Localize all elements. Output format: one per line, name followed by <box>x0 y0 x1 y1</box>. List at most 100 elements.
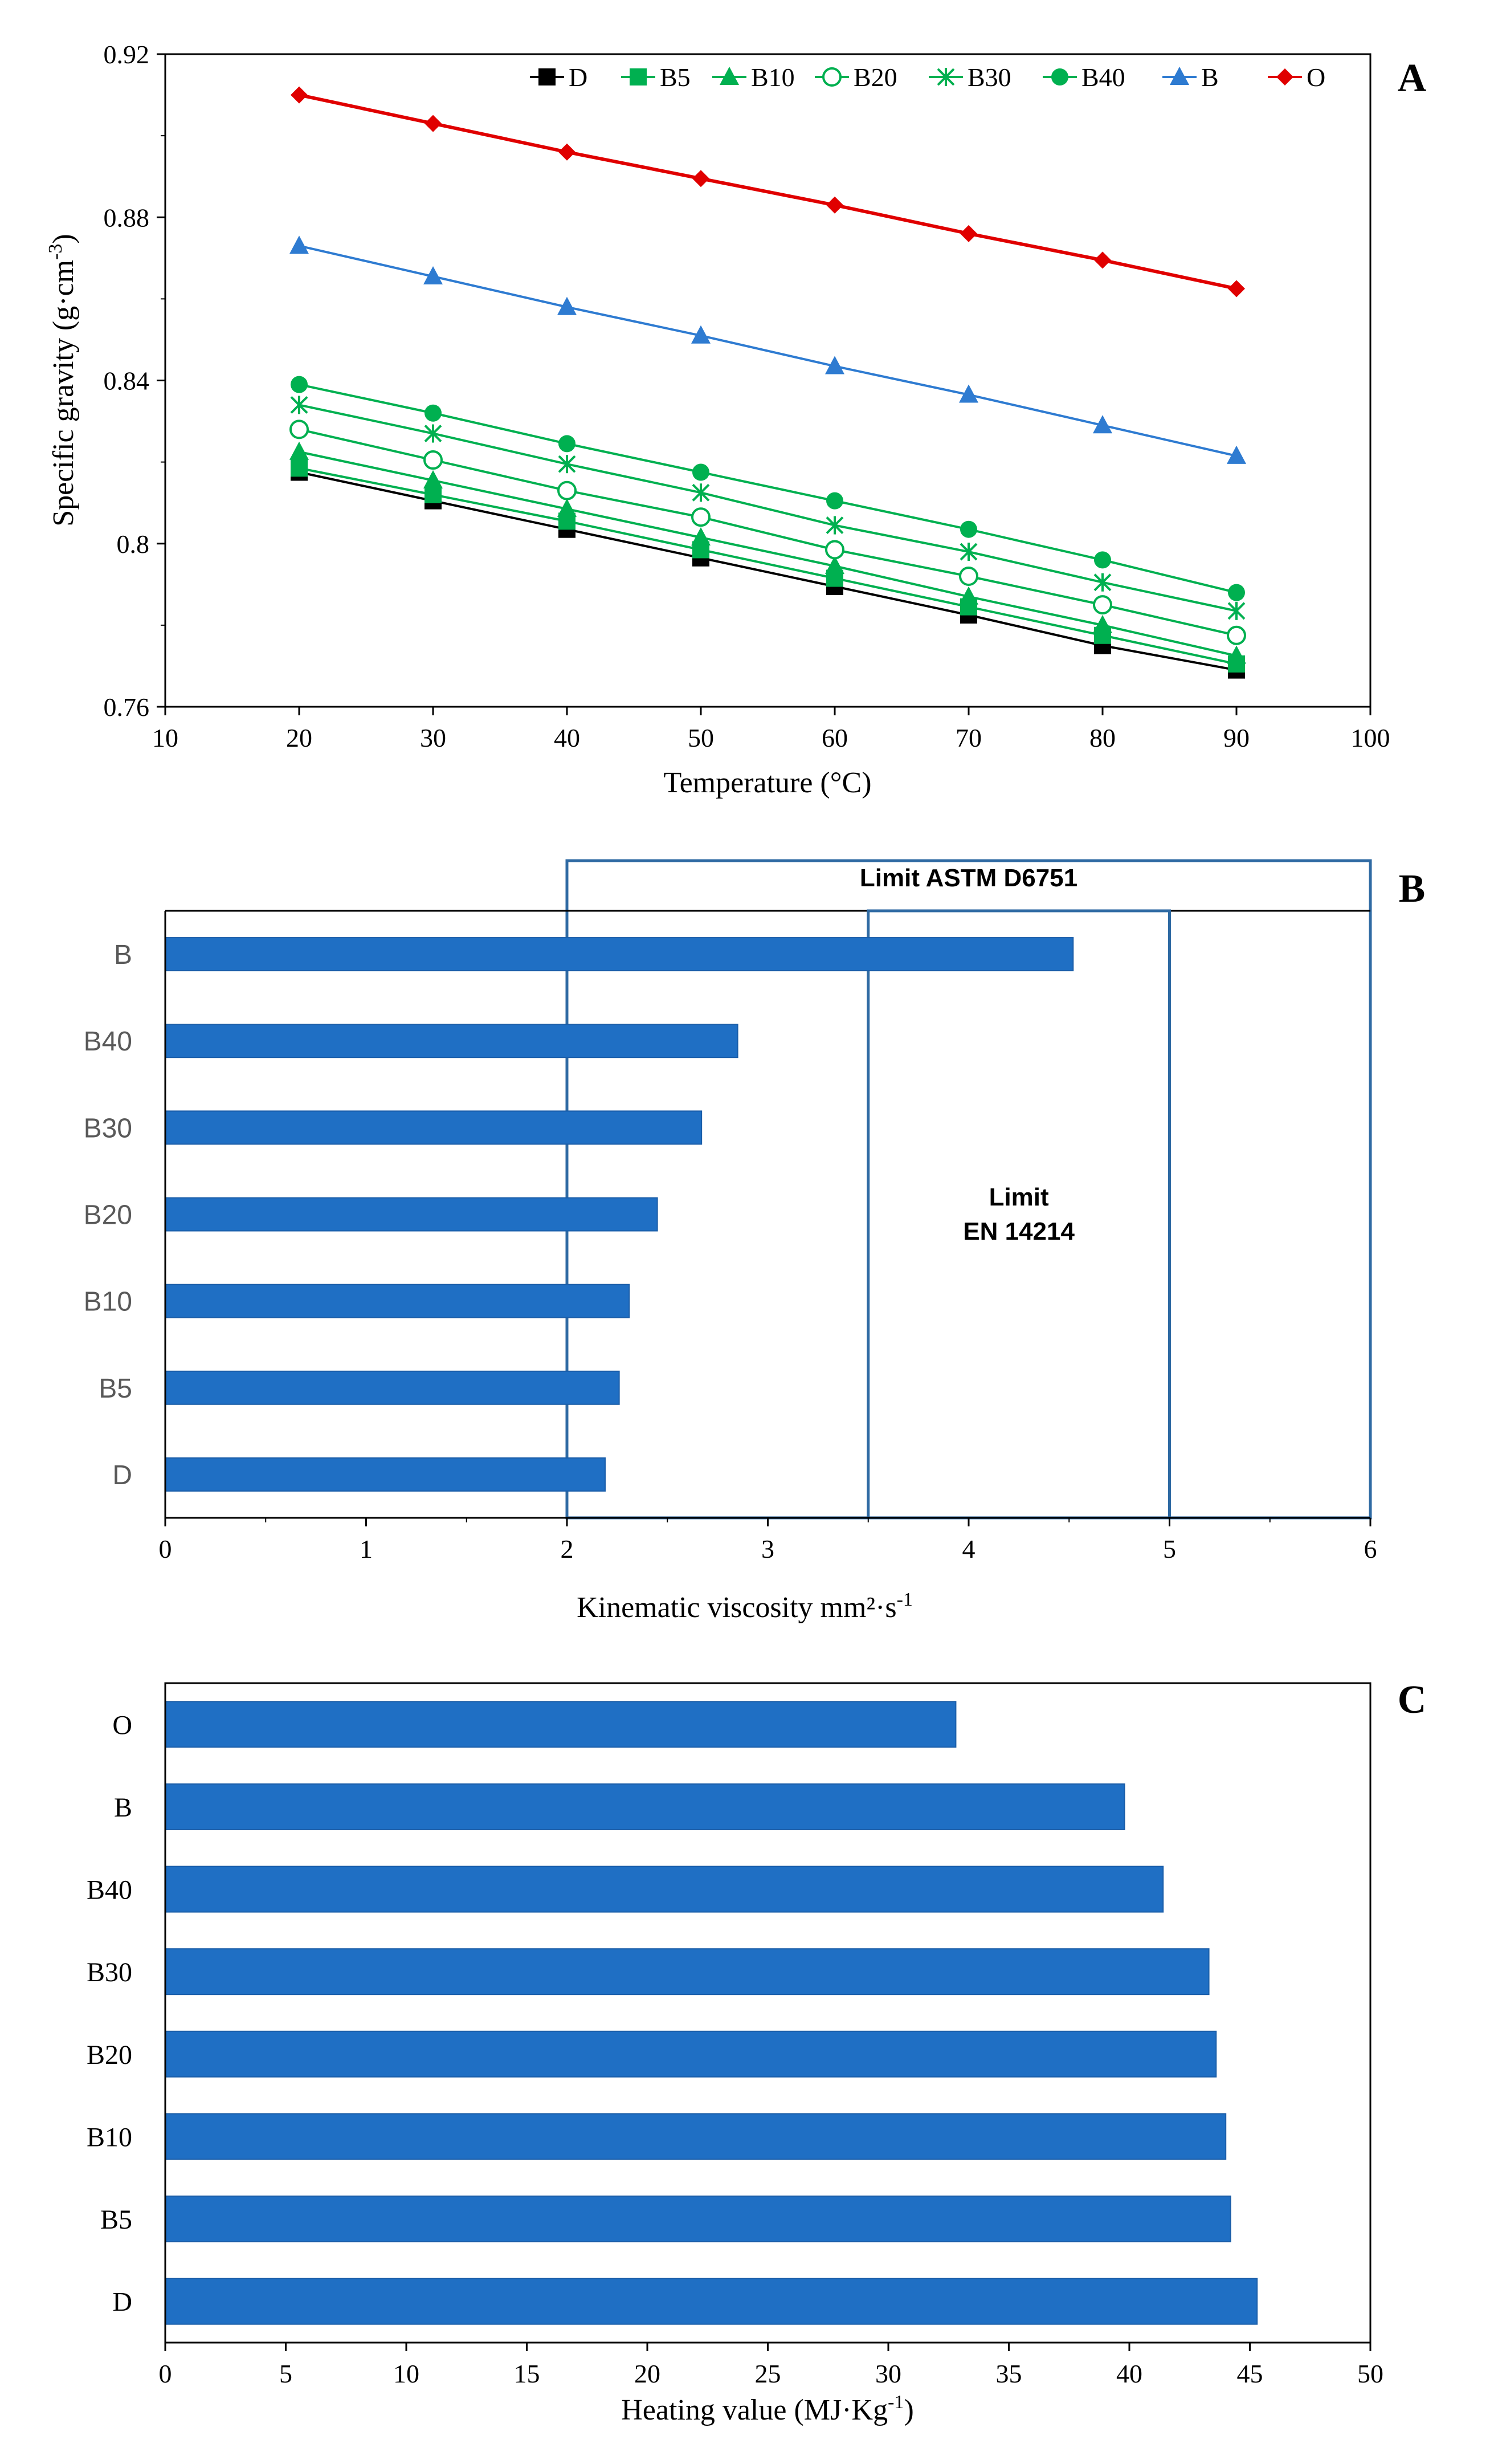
panel-a-axes: 10 20 30 40 50 60 70 80 90 100 0.76 0.8 0.84 0.88 0.92 <box>104 40 1390 752</box>
series-point-o <box>424 115 442 132</box>
series-point-b5 <box>424 486 442 503</box>
legend-marker-b10 <box>720 67 739 85</box>
series-point-b <box>1093 415 1112 434</box>
series-point-b10 <box>289 441 309 460</box>
series-point-b30 <box>290 396 308 414</box>
panel-a-xtick-label: 10 <box>152 723 178 752</box>
panel-b-category-label: B30 <box>84 1113 132 1143</box>
series-point-b <box>825 356 844 374</box>
panel-c-xtick-label: 35 <box>996 2359 1022 2388</box>
series-point-b20 <box>959 567 978 586</box>
panel-b-xlabel-main: Kinematic viscosity mm²·s <box>577 1591 897 1624</box>
panel-a-ytick-label: 0.76 <box>104 693 150 722</box>
en-limit-box <box>867 909 1171 1520</box>
panel-c-category-label: B30 <box>87 1957 132 1988</box>
legend-label-b10: B10 <box>751 63 795 92</box>
panel-b-bar-d <box>165 1457 606 1492</box>
series-point-b10 <box>691 527 711 546</box>
panel-c-xlabel-sup: -1 <box>888 2392 904 2413</box>
panel-a-xtick-label: 20 <box>286 723 312 752</box>
legend-marker-b5 <box>630 68 647 85</box>
panel-c-bar-d <box>165 2278 1258 2325</box>
series-point-b <box>557 296 577 315</box>
panel-b-bar-b40 <box>165 1024 738 1058</box>
panel-c-xtick-label: 25 <box>755 2359 781 2388</box>
panel-a-ylabel: Specific gravity (g·cm-3) <box>45 234 80 526</box>
panel-a-ylabel-close: ) <box>47 234 80 243</box>
panel-a-legend: D B5 B10 B20 B30 B40 B O <box>530 63 1325 92</box>
panel-b-category-label: B <box>114 940 132 970</box>
panel-c-xtick-label: 15 <box>514 2359 540 2388</box>
series-point-b <box>691 325 711 344</box>
panel-c-xtick-label: 5 <box>279 2359 292 2388</box>
series-line-b5 <box>299 467 1237 665</box>
panel-a-xtick-label: 50 <box>688 723 714 752</box>
panel-b-category-label: B20 <box>84 1200 132 1231</box>
panel-b-bar-b10 <box>165 1284 630 1318</box>
panel-b-bar-b20 <box>165 1197 658 1232</box>
panel-c-category-label: O <box>112 1710 132 1740</box>
legend-label-b20: B20 <box>854 63 897 92</box>
series-point-b40 <box>1094 551 1111 569</box>
series-point-b <box>289 235 309 254</box>
series-line-o <box>299 93 1237 291</box>
series-point-b40 <box>1228 584 1245 601</box>
series-point-b10 <box>423 470 443 488</box>
panel-label-a: A <box>1398 56 1427 100</box>
panel-c-xtick-label: 45 <box>1237 2359 1263 2388</box>
series-point-b30 <box>960 543 978 561</box>
panel-a-ylabel-main: Specific gravity (g·cm <box>47 260 80 527</box>
panel-b-xlabel: Kinematic viscosity mm²·s-1 <box>577 1589 913 1624</box>
series-line-b30 <box>299 404 1237 612</box>
series-point-b20 <box>423 450 443 470</box>
panel-c-bar-b30 <box>165 1948 1210 1995</box>
series-point-b30 <box>1093 573 1112 592</box>
legend-label-b40: B40 <box>1081 63 1125 92</box>
panel-b-axes: 0 1 2 3 4 5 6 <box>159 911 1377 1563</box>
series-point-o <box>960 225 977 242</box>
series-point-b <box>423 266 443 285</box>
panel-a-xtick-label: 90 <box>1223 723 1250 752</box>
series-point-o <box>826 196 843 214</box>
panel-c-xtick-label: 40 <box>1116 2359 1142 2388</box>
panel-a-xtick-label: 70 <box>956 723 982 752</box>
legend-label-d: D <box>569 63 587 92</box>
panel-c-category-label: B20 <box>87 2040 132 2070</box>
series-point-b <box>959 384 978 403</box>
panel-c-xlabel-close: ) <box>904 2394 913 2426</box>
panel-a: A 10 20 30 40 50 60 70 80 90 100 0.76 0.8 0.84 0.88 0.… <box>45 40 1427 799</box>
panel-a-xtick-label: 100 <box>1351 723 1390 752</box>
legend-marker-b20 <box>822 67 842 87</box>
panel-b-xtick-label: 5 <box>1163 1534 1176 1563</box>
series-point-b20 <box>1227 625 1246 645</box>
panel-c: C O B B40 B30 B20 B10 B5 D 0 5 10 15 20 25 30 35 40 45 50… <box>87 1678 1426 2426</box>
legend-label-b5: B5 <box>660 63 691 92</box>
panel-a-plot-frame <box>164 53 1372 708</box>
panel-c-axes: 0 5 10 15 20 25 30 35 40 45 50 <box>159 1683 1383 2388</box>
panel-b-xtick-label: 2 <box>561 1534 574 1563</box>
series-point-o <box>692 170 709 188</box>
panel-c-category-label: B <box>114 1793 132 1823</box>
legend-marker-b30 <box>937 68 955 86</box>
panel-c-bar-o <box>165 1701 957 1748</box>
series-point-b40 <box>558 435 575 453</box>
panel-c-xtick-label: 20 <box>634 2359 660 2388</box>
series-point-b10 <box>825 556 844 575</box>
series-point-b10 <box>1227 645 1246 664</box>
series-point-b20 <box>1093 595 1112 615</box>
legend-marker-b40 <box>1051 68 1068 85</box>
series-point-o <box>291 86 308 104</box>
legend-label-o: O <box>1307 63 1325 92</box>
series-line-d <box>299 471 1237 671</box>
panel-a-xlabel: Temperature (°C) <box>663 767 871 799</box>
panel-a-ytick-label: 0.92 <box>104 40 150 69</box>
series-point-b30 <box>826 516 844 535</box>
panel-c-bar-b10 <box>165 2113 1227 2160</box>
series-line-b40 <box>299 383 1237 594</box>
series-point-b40 <box>692 463 709 481</box>
astm-limit-label: Limit ASTM D6751 <box>860 864 1077 892</box>
panel-b-bar-b30 <box>165 1110 703 1145</box>
panel-b-xtick-label: 0 <box>159 1534 172 1563</box>
series-line-b20 <box>299 428 1237 637</box>
